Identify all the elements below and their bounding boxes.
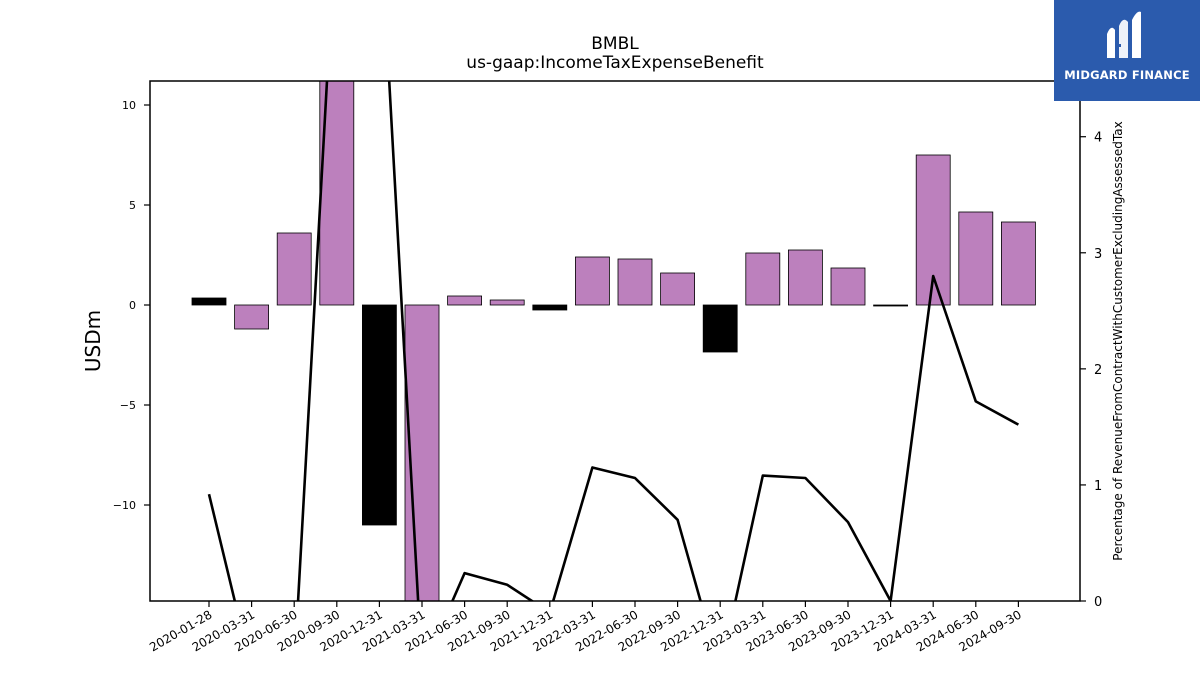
chart-subtitle: us-gaap:IncomeTaxExpenseBenefit: [466, 53, 764, 73]
bar-2023-09-30: [830, 267, 866, 306]
bar-2024-09-30: [1001, 221, 1036, 306]
y-axis-ticks: 10 5 0 −5 −10: [113, 99, 150, 512]
y2-tick-label-3: 3: [1094, 247, 1102, 262]
bar-2020-03-31: [234, 304, 270, 330]
logo-badge: MIDGARD FINANCE: [1054, 0, 1200, 101]
bar-2022-06-30: [617, 258, 653, 306]
bar-2021-12-31: [532, 304, 568, 311]
bar-2020-12-31: [361, 304, 397, 526]
bar-2023-06-30: [788, 249, 823, 306]
line-series: [207, 81, 1020, 601]
bar-2020-01-28: [191, 297, 227, 306]
y2-axis-label: Percentage of RevenueFromContractWithCus…: [1111, 121, 1125, 560]
y-tick-label-10: 10: [122, 99, 136, 112]
bar-2021-09-30: [489, 299, 525, 306]
y2-tick-label-4: 4: [1094, 131, 1102, 146]
y2-tick-label-2: 2: [1094, 363, 1102, 378]
bar-2021-06-30: [447, 295, 483, 306]
y2-tick-label-1: 1: [1094, 479, 1102, 494]
y2-tick-label-0: 0: [1094, 595, 1102, 610]
logo-text: MIDGARD FINANCE: [1064, 68, 1190, 82]
line-layer: [207, 81, 1020, 601]
chart-title: BMBL: [591, 34, 639, 54]
bar-2020-06-30: [276, 232, 312, 306]
midgard-logo-icon: [1107, 11, 1141, 58]
bars-layer: [191, 81, 1036, 601]
y-tick-label-5: 5: [129, 199, 136, 212]
bar-2023-03-31: [745, 252, 781, 306]
bar-2022-09-30: [660, 272, 695, 306]
bar-2024-06-30: [958, 211, 994, 306]
x-axis-ticks: 2020-01-282020-03-312020-06-302020-09-30…: [147, 601, 1024, 654]
y-tick-label-0: 0: [129, 299, 136, 312]
bar-2023-12-31: [873, 304, 908, 307]
bar-2022-12-31: [702, 304, 738, 353]
y-tick-label--10: −10: [113, 499, 136, 512]
plot-frame: [149, 80, 1081, 602]
bar-2022-03-31: [575, 256, 610, 306]
y-tick-label--5: −5: [120, 399, 136, 412]
y-axis-label: USDm: [81, 310, 105, 372]
y2-axis-ticks: 0 1 2 3 4: [1080, 131, 1102, 610]
